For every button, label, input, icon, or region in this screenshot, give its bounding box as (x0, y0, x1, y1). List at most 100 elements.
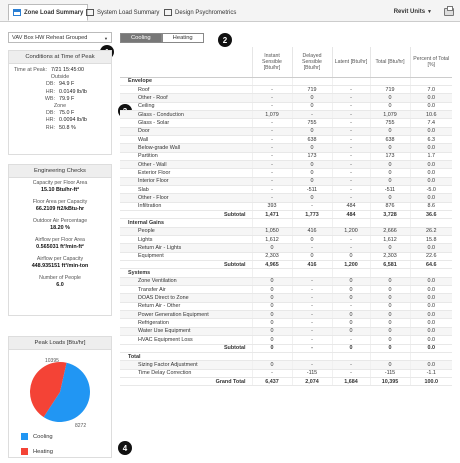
cell-value: 1,684 (331, 377, 370, 387)
cell-value: 6,581 (369, 260, 410, 270)
cell-value: 0 (291, 160, 332, 170)
cell-value: - (331, 118, 370, 128)
tab-zone-load-summary[interactable]: Zone Load Summary (8, 4, 89, 21)
check-value: 18.20 % (50, 225, 70, 231)
heating-toggle-button[interactable]: Heating (161, 33, 204, 43)
cell-value: - (291, 360, 332, 370)
cell-value: - (331, 110, 370, 120)
badge-4: 4 (118, 441, 132, 455)
cell-value: 0 (291, 93, 332, 103)
cell-value: - (291, 110, 332, 120)
cond-value: 0.0149 lb/lb (59, 88, 87, 95)
chart-icon (164, 9, 172, 16)
cell-value: 0 (369, 344, 410, 353)
cell-value: - (331, 177, 370, 186)
checks-title: Engineering Checks (9, 165, 111, 178)
table-row: Roof -719-719 7.0 (120, 85, 452, 95)
row-label: Glass - Conduction (120, 110, 252, 120)
pie-title: Peak Loads [Btu/hr] (9, 337, 111, 350)
cell-value: - (331, 85, 370, 95)
cell-value: 484 (331, 210, 370, 220)
row-label: Time Delay Correction (120, 369, 252, 378)
pie-slice-heating (29, 361, 67, 418)
row-label: Return Air - Lights (120, 243, 252, 253)
cell-value: 7.4 (409, 118, 452, 128)
row-label: Zone Ventilation (120, 277, 252, 287)
cell-value: 10.6 (409, 110, 452, 120)
cell-value: 22.6 (409, 252, 452, 262)
row-label: Return Air - Other (120, 302, 252, 312)
cell-value: 0.0 (409, 168, 452, 178)
row-label: Slab (120, 185, 252, 195)
peak-loads-pie: 10395 8272 (29, 358, 90, 429)
table-row: Lights 1,612 0-1,612 15.8 (120, 235, 452, 245)
cell-value: -511 (291, 185, 332, 195)
row-label: Other - Wall (120, 160, 252, 170)
zone-select[interactable]: VAV Box HW Reheat Grouped ▼ (8, 32, 112, 43)
row-label: People (120, 227, 252, 237)
cell-value: - (251, 93, 292, 103)
cell-value: 0 (331, 327, 370, 337)
cell-value (369, 218, 410, 228)
tab-system-load-summary[interactable]: System Load Summary (82, 4, 163, 21)
cell-value (409, 352, 452, 362)
table-row: Refrigeration 0-0 0 0.0 (120, 318, 452, 328)
cell-value (331, 352, 370, 362)
cell-value: 100.0 (409, 377, 452, 387)
units-dropdown[interactable]: Revit Units ▼ (394, 9, 432, 15)
cell-value: -115 (291, 369, 332, 378)
cell-value: 0 (369, 277, 410, 287)
tab-design-psychrometrics[interactable]: Design Psychrometrics (160, 4, 240, 21)
row-label: Door (120, 127, 252, 136)
cell-value: 0.0 (409, 143, 452, 153)
cell-value: 638 (291, 135, 332, 145)
table-row: Door -0-0 0.0 (120, 127, 452, 136)
cell-value: 6.3 (409, 135, 452, 145)
cell-value: - (251, 168, 292, 178)
conditions-title: Conditions at Time of Peak (9, 51, 111, 64)
cond-row: DB: 75.0 F (9, 110, 111, 117)
cell-value: 1,612 (369, 235, 410, 245)
legend-cooling: Cooling (21, 433, 53, 440)
cell-value: 0 (331, 252, 370, 262)
cond-key: DB: (46, 81, 55, 88)
outside-label: Outside (50, 74, 70, 81)
cell-value: -5.0 (409, 185, 452, 195)
cell-value: - (251, 160, 292, 170)
cell-value: 0 (369, 293, 410, 303)
cell-value: 1,079 (251, 110, 292, 120)
check-value: 448.935151 ft³/min-ton (31, 263, 89, 269)
cell-value: 0.0 (409, 160, 452, 170)
pie-label-top: 10395 (45, 358, 59, 364)
cell-value: 0 (291, 143, 332, 153)
zone-label: Zone (53, 103, 67, 110)
cell-value: 0.0 (409, 293, 452, 303)
cell-value: 0.0 (409, 243, 452, 253)
table-row: Time Delay Correction - -115- -115 -1.1 (120, 369, 452, 378)
table-row: Sizing Factor Adjustment 0- -0 0.0 (120, 360, 452, 370)
row-label: Infiltration (120, 202, 252, 212)
cell-value: 2,303 (369, 252, 410, 262)
cond-row: DB: 94.9 F (9, 81, 111, 88)
table-row: Transfer Air 0-0 0 0.0 (120, 285, 452, 295)
print-icon[interactable] (444, 6, 454, 16)
table-row: Exterior Floor -0-0 0.0 (120, 168, 452, 178)
report-icon (86, 9, 94, 16)
cond-row: HR: 0.0094 lb/lb (9, 117, 111, 124)
column-header: Delayed Sensible [Btu/hr] (291, 47, 332, 78)
cell-value: 0 (251, 310, 292, 320)
section-row: Envelope (120, 77, 452, 86)
tab-label: Design Psychrometrics (175, 9, 237, 16)
cell-value (291, 218, 332, 228)
check-label: Airflow per Floor Area (35, 237, 85, 243)
cell-value: 0 (369, 177, 410, 186)
cell-value: 0 (369, 318, 410, 328)
cell-value: - (291, 285, 332, 295)
table-row: Ceiling -0-0 0.0 (120, 102, 452, 111)
units-label: Revit Units (393, 9, 426, 15)
cond-key: HR: (45, 88, 55, 95)
cooling-toggle-button[interactable]: Cooling (120, 33, 162, 43)
row-label: Internal Gains (120, 218, 252, 228)
row-label: Partition (120, 152, 252, 161)
cell-value: - (291, 327, 332, 337)
